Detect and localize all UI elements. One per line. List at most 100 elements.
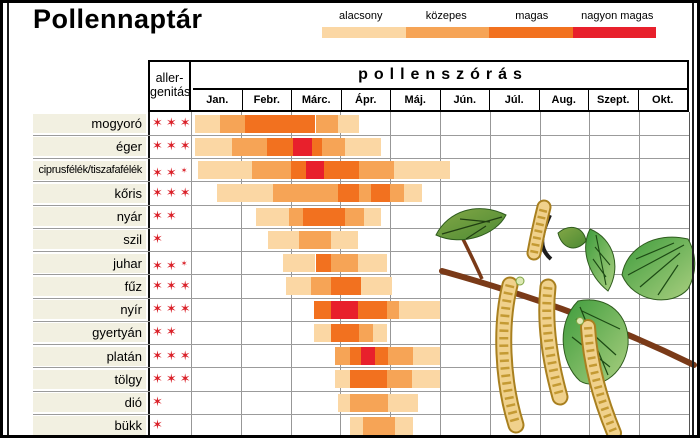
pollen-bar-segment (288, 207, 303, 226)
pollen-bar-segment (315, 254, 331, 272)
pollen-bar-segment (231, 137, 268, 156)
pollen-dispersal-header: pollenszórás (193, 62, 687, 90)
allergenicity-stars: ✶✶✶ (152, 165, 188, 181)
pollen-bar-segment (305, 161, 324, 179)
row-label-strip: szil (33, 230, 146, 250)
allergenicity-column-header: aller- genitás (150, 62, 191, 110)
month-header-row: Jan. Febr. Márc. Ápr. Máj. Jún. Júl. Aug. Szept.… (193, 90, 687, 110)
plant-name-label: fűz (124, 278, 142, 294)
month-header-cell: Júl. (489, 90, 539, 110)
calendar-grid: mogyoró ✶✶✶ éger ✶✶✶ ciprusfélék/tiszafafélé… (0, 112, 700, 438)
month-header-cell: Márc. (291, 90, 341, 110)
plant-name-label: ciprusfélék/tiszafafélék (38, 163, 143, 176)
legend-swatch (322, 27, 406, 38)
table-row: platán ✶✶✶ (0, 345, 700, 368)
pollen-bar (191, 205, 689, 228)
pollen-bar-segment (398, 300, 440, 319)
table-row: nyír ✶✶✶ (0, 298, 700, 321)
pollen-bar-segment (330, 230, 359, 249)
pollen-bar-segment (290, 161, 306, 179)
catkin (538, 278, 569, 406)
allergenicity-stars: ✶✶✶ (152, 116, 194, 131)
page-title: Pollennaptár (33, 4, 203, 34)
month-header-cell: Febr. (241, 90, 292, 110)
table-header: aller- genitás pollenszórás Jan. Febr. Már… (148, 60, 689, 112)
allergenicity-stars: ✶✶ (152, 209, 180, 224)
pollen-bar-segment (268, 230, 299, 249)
legend-swatch (405, 27, 489, 38)
half-star: ✶ (180, 165, 188, 175)
pollen-bar (191, 112, 689, 135)
row-label-strip: gyertyán (33, 323, 146, 343)
pollen-bar-segment (361, 347, 376, 365)
pollen-bar-segment (359, 323, 374, 342)
pollen-bar-segment (302, 207, 346, 226)
month-header-cell: Okt. (637, 90, 688, 110)
birch-branch-illustration (435, 199, 697, 438)
pollen-bar-segment (216, 184, 274, 203)
plant-name-label: mogyoró (91, 116, 142, 131)
pollen-bar-segment (335, 370, 351, 389)
row-label-strip: éger (33, 137, 146, 157)
allergenicity-stars: ✶✶✶ (152, 302, 194, 317)
row-label-strip: nyár (33, 207, 146, 226)
pollen-bar-segment (375, 347, 388, 365)
pollen-bar-segment (412, 370, 440, 389)
row-separator (33, 274, 689, 276)
pollen-bar-segment (194, 137, 232, 156)
plant-name-label: gyertyán (92, 325, 142, 341)
plant-name-label: szil (123, 232, 142, 248)
pollen-bar-segment (285, 277, 311, 296)
row-label-strip: platán (33, 346, 146, 366)
table-row: éger ✶✶✶ (0, 135, 700, 158)
row-separator (33, 181, 689, 183)
pollen-bar (191, 321, 689, 344)
catkin (580, 319, 622, 438)
row-label-strip: juhar (33, 253, 146, 273)
pollen-bar (191, 159, 689, 182)
legend-label: nagyon magas (581, 10, 654, 22)
leaf (621, 236, 696, 301)
plant-name-label: nyír (120, 302, 142, 317)
month-header-cell: Máj. (390, 90, 440, 110)
legend-label: közepes (425, 10, 467, 22)
pollen-bar-segment (337, 393, 351, 412)
allergenicity-stars: ✶✶✶ (152, 258, 188, 274)
pollen-bar (191, 391, 689, 414)
plant-name-label: tölgy (114, 371, 142, 387)
table-row: nyár ✶✶ (0, 205, 700, 228)
allergenicity-header-line2: genitás (150, 85, 191, 99)
pollen-bar-segment (359, 184, 372, 203)
table-row: fűz ✶✶✶ (0, 275, 700, 298)
pollen-bar-segment (330, 323, 360, 342)
row-separator (33, 251, 689, 252)
plant-name-label: kőris (114, 185, 142, 201)
leaf (435, 208, 507, 241)
pollen-bar (191, 414, 689, 437)
table-row: tölgy ✶✶✶ (0, 368, 700, 391)
legend-color-scale (322, 27, 656, 38)
allergenicity-stars: ✶✶ (152, 325, 180, 341)
row-label-strip: dió (33, 393, 146, 412)
pollen-bar-segment (337, 184, 360, 203)
pollen-bar-segment (282, 254, 316, 272)
pollen-bar-segment (255, 207, 289, 226)
pollen-bar-segment (350, 370, 388, 389)
pollen-bar-segment (337, 114, 360, 133)
row-separator (33, 413, 689, 415)
row-label-strip: kőris (33, 183, 146, 203)
pollen-bar (191, 298, 689, 321)
pollen-bar-segment (350, 347, 362, 365)
branch (439, 268, 697, 368)
table-row: mogyoró ✶✶✶ (0, 112, 700, 135)
leaf (585, 228, 616, 292)
pollen-bar (191, 368, 689, 391)
plant-name-label: platán (106, 348, 142, 364)
plant-name-label: nyár (116, 209, 142, 224)
pollen-bar-segment (273, 184, 338, 203)
pollen-bar-segment (219, 114, 245, 133)
pollen-bar (191, 182, 689, 205)
pollen-bar-segment (313, 323, 331, 342)
legend-label: magas (515, 10, 549, 22)
